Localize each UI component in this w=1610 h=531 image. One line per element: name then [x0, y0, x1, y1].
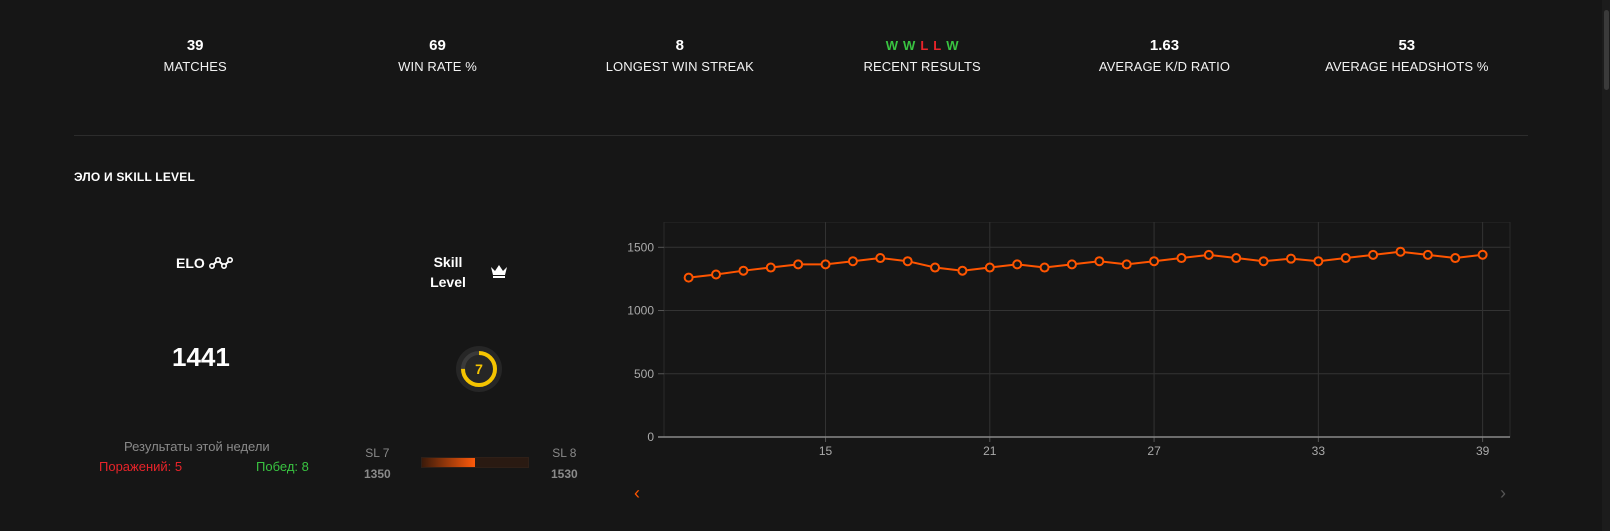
y-tick-label: 1500 [627, 240, 654, 254]
recent-result-2: L [920, 38, 929, 53]
elo-data-point [1258, 256, 1269, 267]
elo-data-point [1121, 259, 1132, 270]
stat-label: MATCHES [163, 59, 227, 74]
elo-data-point [847, 256, 858, 267]
elo-data-point [1203, 249, 1214, 260]
chart-prev-button[interactable]: ‹ [634, 483, 640, 503]
divider [74, 135, 1528, 136]
elo-data-point [930, 262, 941, 273]
stat-win-rate: 69 WIN RATE % [316, 36, 558, 86]
elo-data-point [875, 253, 886, 264]
elo-data-point [1012, 259, 1023, 270]
skill-level-number: 7 [475, 361, 483, 377]
stat-headshots: 53 AVERAGE HEADSHOTS % [1286, 36, 1528, 86]
elo-series-line [688, 250, 1483, 279]
elo-data-point [957, 265, 968, 276]
x-tick-label: 21 [983, 444, 997, 458]
section-title: ЭЛО И SKILL LEVEL [74, 170, 195, 184]
recent-result-0: W [885, 38, 899, 53]
skill-label-line1: Skill [433, 254, 463, 270]
stats-row: 39 MATCHES 69 WIN RATE % 8 LONGEST WIN S… [74, 36, 1528, 86]
elo-data-point [1340, 253, 1351, 264]
trend-icon [208, 256, 233, 270]
y-tick-label: 500 [634, 367, 654, 381]
stat-value: 69 [429, 37, 446, 54]
week-results-title: Результаты этой недели [124, 439, 270, 454]
elo-data-point [1368, 249, 1379, 260]
elo-data-point [1039, 262, 1050, 273]
elo-data-point [683, 272, 694, 283]
stat-value: 39 [186, 37, 204, 54]
elo-data-point [765, 262, 776, 273]
elo-data-point [1395, 246, 1406, 257]
recent-result-1: W [903, 38, 916, 53]
scrollbar[interactable] [1602, 0, 1610, 531]
scrollbar-thumb[interactable] [1604, 10, 1609, 90]
elo-data-point [902, 256, 913, 267]
recent-result-3: L [933, 38, 942, 53]
elo-data-point [820, 259, 831, 270]
stat-label: AVERAGE HEADSHOTS % [1325, 59, 1489, 74]
y-tick-label: 1000 [627, 304, 654, 318]
sl-current: SL 7 1350 [364, 446, 391, 481]
week-wins: Побед: 8 [256, 459, 309, 474]
elo-history-chart: 0 500 1000 1500 15 21 27 33 39 [627, 222, 1511, 458]
elo-data-point [1422, 249, 1433, 260]
stat-kd-ratio: 1.63 AVERAGE K/D RATIO [1043, 36, 1285, 86]
sl-next-label: SL 8 [552, 446, 577, 460]
elo-data-point [1285, 253, 1296, 264]
stat-label: AVERAGE K/D RATIO [1098, 59, 1231, 74]
sl-progress-fill [422, 458, 475, 467]
sl-current-elo: 1350 [364, 467, 391, 481]
elo-value: 1441 [172, 342, 230, 372]
sl-next-elo: 1530 [551, 467, 578, 481]
elo-data-point [1231, 253, 1242, 264]
elo-data-point [1477, 249, 1488, 260]
elo-label: ELO [176, 255, 205, 271]
stat-label: LONGEST WIN STREAK [605, 59, 754, 74]
x-tick-label: 33 [1312, 444, 1326, 458]
elo-data-point [1313, 256, 1324, 267]
elo-data-point [1149, 256, 1160, 267]
skill-label-line2: Level [430, 274, 466, 290]
elo-data-point [984, 262, 995, 273]
sl-progress-bar [421, 457, 529, 468]
week-losses: Поражений: 5 [99, 459, 183, 474]
x-tick-label: 39 [1476, 444, 1490, 458]
crown-icon [491, 265, 507, 278]
stat-value: 53 [1398, 37, 1416, 54]
elo-data-point [1066, 259, 1077, 270]
elo-data-point [711, 269, 722, 280]
elo-data-point [738, 265, 749, 276]
stat-longest-win-streak: 8 LONGEST WIN STREAK [559, 36, 801, 86]
stat-value: 8 [675, 37, 684, 54]
x-tick-label: 27 [1147, 444, 1161, 458]
stat-value: 1.63 [1149, 37, 1180, 54]
elo-data-point [793, 259, 804, 270]
stat-label: RECENT RESULTS [863, 59, 981, 74]
recent-result-4: W [946, 38, 959, 53]
sl-next: SL 8 1530 [551, 446, 578, 481]
chart-next-button[interactable]: › [1500, 483, 1506, 503]
x-tick-label: 15 [819, 444, 833, 458]
elo-header: ELO [176, 255, 233, 271]
y-tick-label: 0 [647, 430, 654, 444]
stat-label: WIN RATE % [398, 59, 477, 74]
skill-level-badge: 7 [456, 346, 502, 392]
skill-level-header: Skill Level [420, 252, 476, 292]
elo-data-point [1450, 253, 1461, 264]
stat-matches: 39 MATCHES [74, 36, 316, 86]
elo-data-point [1176, 253, 1187, 264]
elo-data-point [1094, 256, 1105, 267]
sl-current-label: SL 7 [365, 446, 390, 460]
